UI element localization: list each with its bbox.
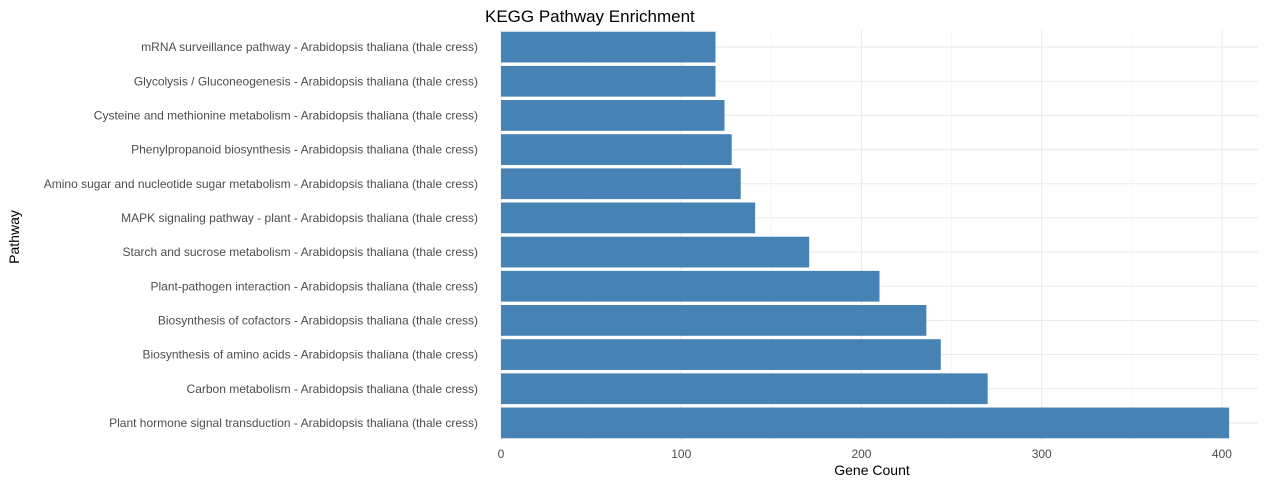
bar bbox=[501, 339, 941, 370]
y-tick-labels: mRNA surveillance pathway - Arabidopsis … bbox=[44, 40, 478, 430]
bar bbox=[501, 202, 756, 234]
x-tick-label: 400 bbox=[1212, 447, 1232, 461]
bar bbox=[501, 65, 716, 97]
y-tick-label: Glycolysis / Gluconeogenesis - Arabidops… bbox=[134, 74, 478, 88]
x-tick-label: 200 bbox=[851, 447, 871, 461]
y-tick-label: Biosynthesis of amino acids - Arabidopsi… bbox=[143, 348, 479, 362]
bar bbox=[501, 407, 1230, 439]
bar bbox=[501, 305, 927, 336]
y-tick-label: Starch and sucrose metabolism - Arabidop… bbox=[123, 245, 479, 259]
y-tick-label: Plant-pathogen interaction - Arabidopsis… bbox=[150, 279, 478, 293]
bar bbox=[501, 168, 741, 200]
x-tick-label: 300 bbox=[1032, 447, 1052, 461]
bar bbox=[501, 236, 810, 268]
y-tick-label: Phenylpropanoid biosynthesis - Arabidops… bbox=[131, 143, 478, 157]
x-tick-label: 0 bbox=[498, 447, 505, 461]
bar bbox=[501, 373, 988, 405]
y-tick-label: Amino sugar and nucleotide sugar metabol… bbox=[44, 177, 478, 191]
y-tick-label: MAPK signaling pathway - plant - Arabido… bbox=[121, 211, 478, 225]
y-tick-label: Carbon metabolism - Arabidopsis thaliana… bbox=[187, 382, 478, 396]
bar bbox=[501, 31, 716, 63]
y-tick-label: Plant hormone signal transduction - Arab… bbox=[109, 416, 478, 430]
bar bbox=[501, 134, 732, 165]
bar bbox=[501, 270, 880, 302]
bars bbox=[501, 31, 1230, 439]
x-tick-label: 100 bbox=[671, 447, 691, 461]
y-tick-label: mRNA surveillance pathway - Arabidopsis … bbox=[141, 40, 478, 54]
chart-title: KEGG Pathway Enrichment bbox=[485, 7, 695, 26]
y-tick-label: Cysteine and methionine metabolism - Ara… bbox=[94, 108, 478, 122]
x-tick-labels: 0 100 200 300 400 bbox=[498, 447, 1233, 461]
y-axis-title: Pathway bbox=[6, 210, 22, 264]
bar bbox=[501, 100, 725, 131]
y-tick-label: Biosynthesis of cofactors - Arabidopsis … bbox=[158, 313, 478, 327]
x-axis-title: Gene Count bbox=[834, 462, 910, 478]
